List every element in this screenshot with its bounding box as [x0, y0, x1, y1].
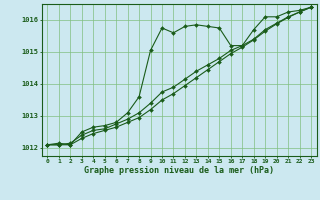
X-axis label: Graphe pression niveau de la mer (hPa): Graphe pression niveau de la mer (hPa): [84, 166, 274, 175]
